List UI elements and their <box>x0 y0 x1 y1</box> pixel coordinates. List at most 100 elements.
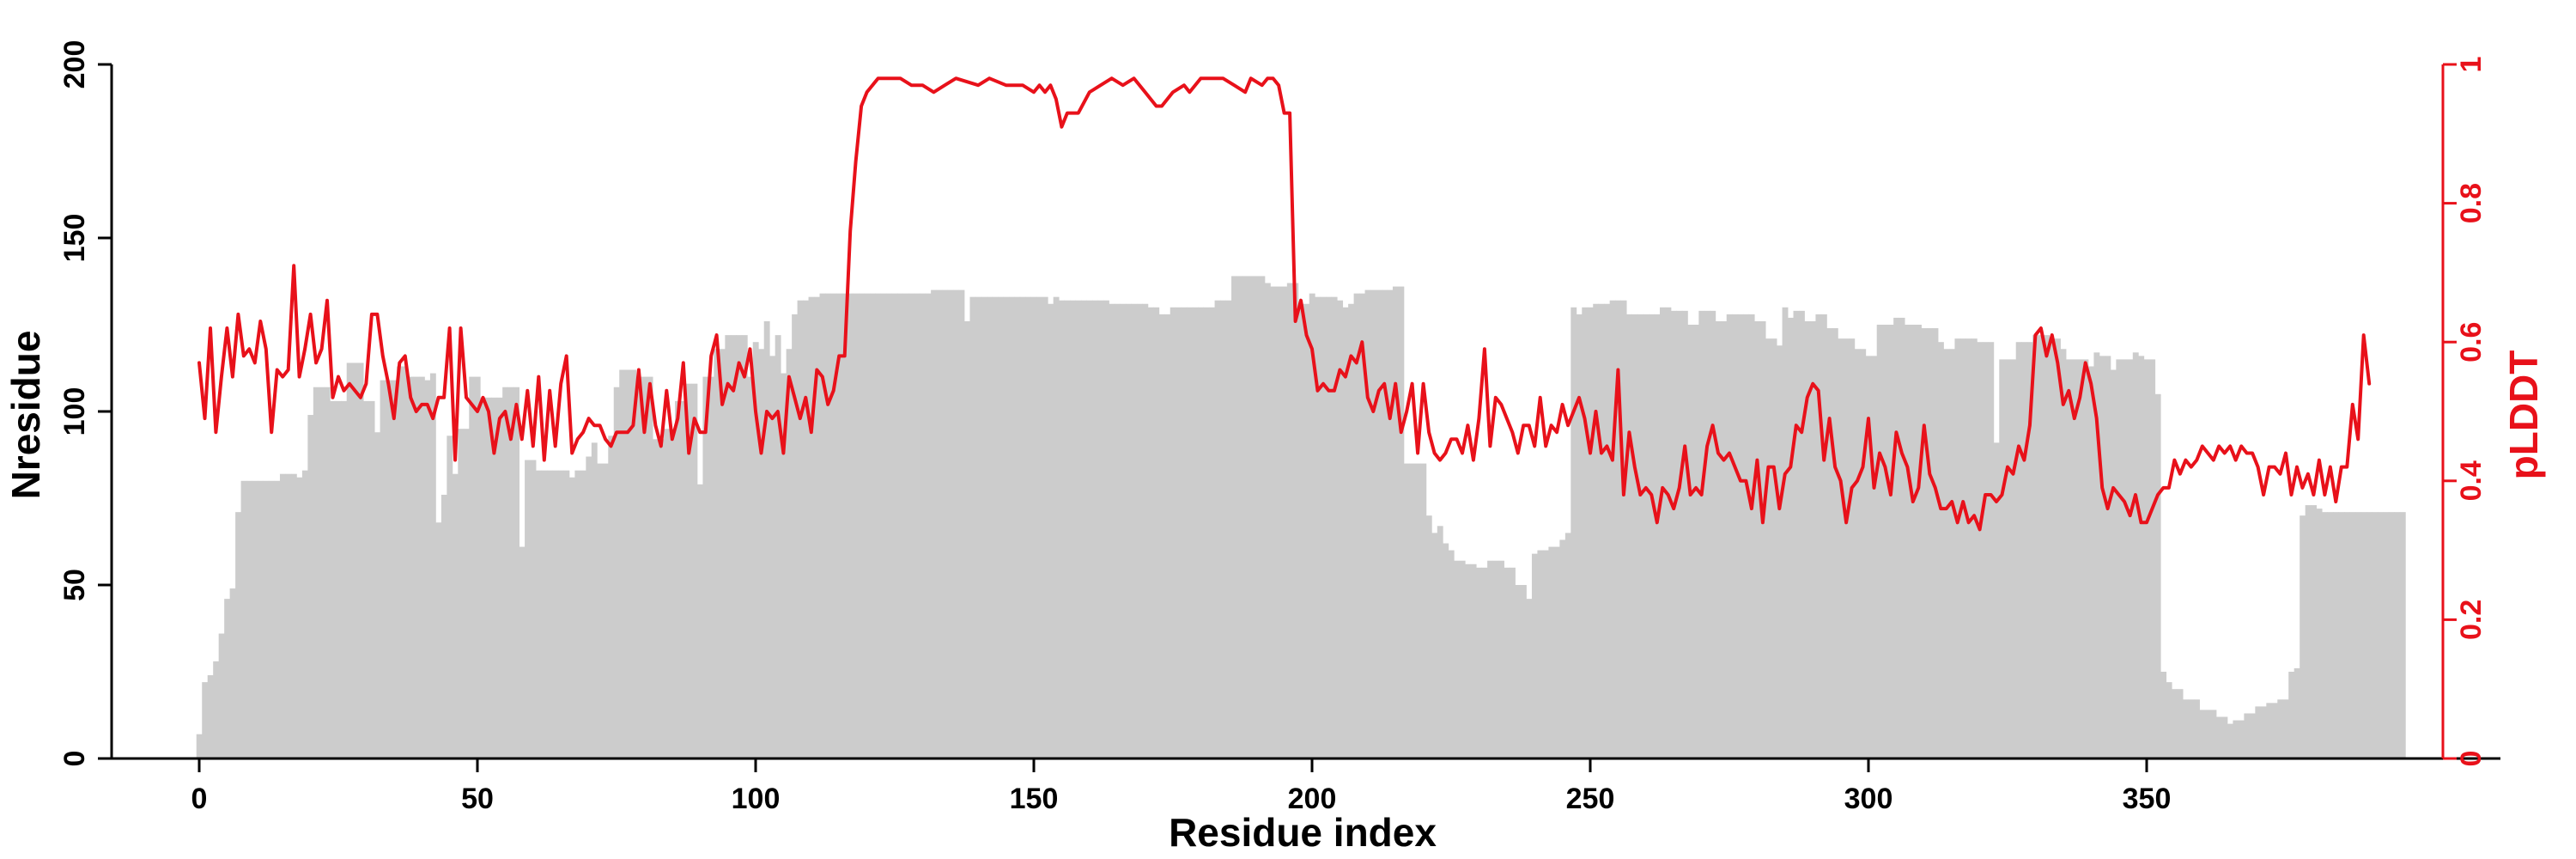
nresidue-bar <box>1164 314 1171 758</box>
nresidue-bar <box>997 296 1004 758</box>
nresidue-bar <box>1187 307 1194 758</box>
nresidue-bar <box>781 373 787 758</box>
nresidue-bar <box>2010 359 2017 758</box>
nresidue-bar <box>1414 463 1421 758</box>
nresidue-bar <box>1609 300 1616 759</box>
nresidue-bar <box>953 289 959 759</box>
nresidue-bar <box>1443 543 1449 758</box>
nresidue-bar <box>2244 713 2251 758</box>
nresidue-bar <box>1515 585 1522 758</box>
nresidue-bar <box>1025 296 1032 758</box>
nresidue-bar <box>1899 317 1905 758</box>
nresidue-bar <box>958 289 965 759</box>
nresidue-bar <box>586 456 592 758</box>
x-tick-label: 150 <box>1010 783 1059 815</box>
x-tick-label: 100 <box>732 783 781 815</box>
nresidue-bar <box>269 480 275 758</box>
nresidue-bar <box>1465 564 1472 758</box>
nresidue-bar <box>2316 509 2323 758</box>
nresidue-bar <box>2305 505 2312 758</box>
nresidue-bar <box>1048 303 1054 758</box>
nresidue-bar <box>869 293 876 758</box>
nresidue-bar <box>1905 325 1911 758</box>
nresidue-bar <box>218 633 225 758</box>
nresidue-bar <box>485 397 492 758</box>
nresidue-bar <box>1376 289 1382 759</box>
nresidue-bar <box>357 362 364 758</box>
nresidue-bar <box>1059 300 1066 759</box>
nresidue-bar <box>374 432 380 758</box>
nresidue-bar <box>714 349 720 758</box>
y-right-tick-label: 0.2 <box>2455 600 2488 640</box>
nresidue-bar <box>1815 314 1822 758</box>
nresidue-bar <box>1364 289 1371 759</box>
nresidue-bar <box>2338 512 2345 758</box>
nresidue-bar <box>1959 338 1966 758</box>
nresidue-bar <box>1498 560 1504 758</box>
nresidue-bar <box>1147 307 1154 758</box>
nresidue-bar <box>975 296 981 758</box>
nresidue-bar <box>1820 314 1827 758</box>
nresidue-bar <box>2205 710 2211 758</box>
nresidue-bar <box>1665 307 1672 758</box>
nresidue-bar <box>1854 349 1861 758</box>
nresidue-bar <box>1704 310 1710 759</box>
nresidue-bar <box>2383 512 2390 758</box>
nresidue-bar <box>229 588 236 758</box>
nresidue-bar <box>519 546 526 758</box>
nresidue-bar <box>1777 345 1783 758</box>
nresidue-bar <box>2271 703 2278 758</box>
nresidue-bar <box>263 480 270 758</box>
nresidue-bar <box>1681 310 1688 759</box>
nresidue-bar <box>491 397 498 758</box>
nresidue-bar <box>2344 512 2350 758</box>
nresidue-bar <box>429 373 436 758</box>
nresidue-bar <box>797 300 804 759</box>
nresidue-bar <box>1759 320 1766 758</box>
nresidue-bar <box>619 369 626 758</box>
nresidue-bar <box>2138 356 2145 758</box>
nresidue-bar <box>507 387 514 758</box>
nresidue-bar <box>736 335 743 758</box>
nresidue-bar <box>1387 289 1394 759</box>
nresidue-bar <box>2199 710 2206 758</box>
nresidue-bar <box>1142 303 1149 758</box>
nresidue-bar <box>2349 512 2356 758</box>
nresidue-bar <box>2372 512 2379 758</box>
nresidue-bar <box>513 387 519 758</box>
nresidue-bar <box>825 293 831 758</box>
nresidue-bar <box>2255 706 2262 758</box>
nresidue-bar <box>847 293 854 758</box>
nresidue-bar <box>2160 672 2167 758</box>
nresidue-bar <box>691 383 698 758</box>
nresidue-bar <box>380 380 386 758</box>
nresidue-bar <box>307 415 314 758</box>
nresidue-bar <box>2071 359 2078 758</box>
nresidue-bar <box>2355 512 2361 758</box>
nresidue-bar <box>858 293 865 758</box>
nresidue-bar <box>1804 320 1811 758</box>
nresidue-bar <box>279 473 286 758</box>
nresidue-bar <box>330 400 337 758</box>
nresidue-bar <box>2172 689 2178 758</box>
nresidue-bar <box>2038 335 2044 758</box>
nresidue-bar <box>2149 359 2156 758</box>
nresidue-bar <box>1214 300 1221 759</box>
nresidue-bar <box>741 335 748 758</box>
nresidue-bar <box>235 512 241 758</box>
nresidue-bar <box>335 400 342 758</box>
nresidue-bar <box>2394 512 2401 758</box>
nresidue-bar <box>552 470 559 758</box>
nresidue-bar <box>1259 276 1266 758</box>
nresidue-bar <box>1248 276 1255 758</box>
nresidue-bar <box>1737 314 1744 758</box>
nresidue-bar <box>1136 303 1143 758</box>
nresidue-bar <box>413 376 420 758</box>
nresidue-bar <box>2021 342 2028 758</box>
nresidue-bar <box>1754 320 1761 758</box>
nresidue-bar <box>386 380 392 758</box>
nresidue-bar <box>2210 710 2217 758</box>
nresidue-bar <box>2087 366 2094 758</box>
nresidue-bar <box>1932 328 1939 758</box>
nresidue-bar <box>752 342 759 758</box>
